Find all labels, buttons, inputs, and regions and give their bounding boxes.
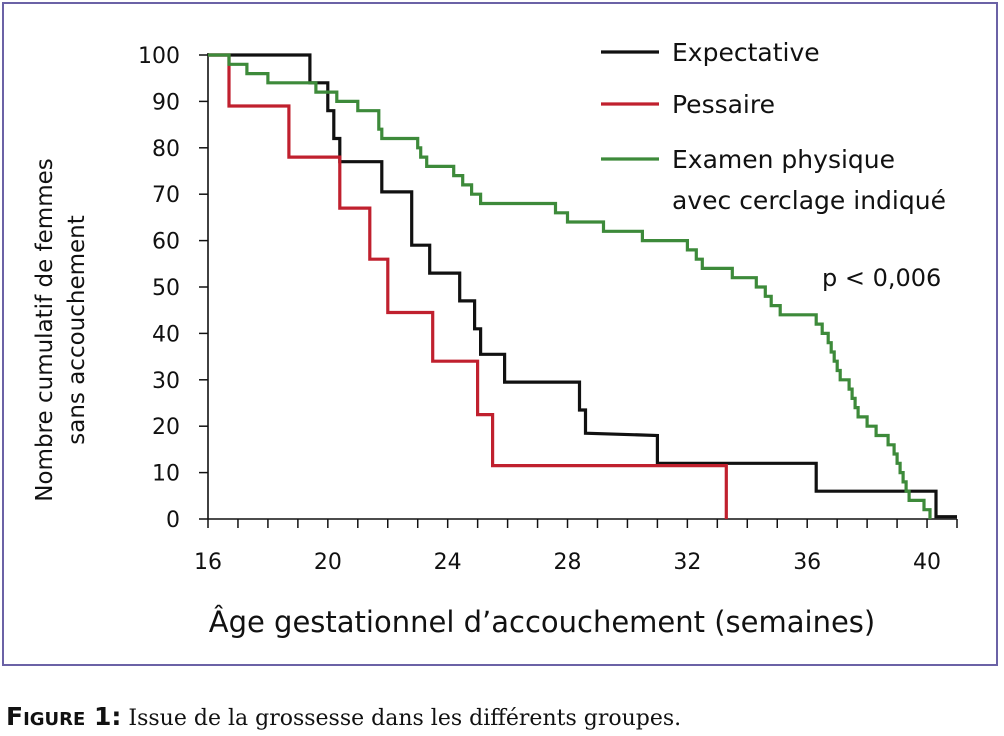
p-value-annotation: p < 0,006	[822, 264, 941, 292]
y-tick-label: 10	[152, 462, 180, 487]
y-tick-label: 40	[152, 322, 180, 347]
y-tick-label: 50	[152, 276, 180, 301]
legend: Expectative Pessaire Examen physique avec c…	[601, 38, 946, 215]
y-axis-label: Nombre cumulatif de femmes sans accouche…	[32, 158, 90, 501]
y-tick-label: 20	[152, 415, 180, 440]
series-line-3	[208, 53, 932, 519]
caption-label: Figure 1:	[6, 702, 122, 731]
x-tick-label: 16	[194, 550, 222, 575]
caption-text: Issue de la grossesse dans les différent…	[121, 706, 682, 731]
x-axis-label: Âge gestationnel d’accouchement (semaine…	[209, 605, 875, 639]
x-tick-label: 24	[434, 550, 462, 575]
x-tick-label: 28	[554, 550, 582, 575]
series-line-2	[208, 53, 728, 519]
series-layer	[208, 53, 957, 519]
plot-axes: 0 10 20 30 40 50 60 70 80 90 100 16 20 24 28 32 36 40	[138, 44, 958, 575]
legend-label-3: avec cerclage indiqué	[672, 186, 946, 215]
legend-label-2: Pessaire	[672, 90, 775, 119]
x-tick-label: 40	[913, 550, 941, 575]
legend-label-1: Expectative	[672, 38, 820, 67]
x-tick-label: 20	[314, 550, 342, 575]
x-tick-label: 36	[793, 550, 821, 575]
figure-frame	[2, 2, 998, 666]
y-tick-label: 90	[152, 90, 180, 115]
y-tick-label: 100	[138, 44, 180, 69]
y-axis-label-line-2: sans accouchement	[64, 215, 90, 445]
legend-label-3: Examen physique	[672, 145, 895, 174]
y-tick-label: 30	[152, 369, 180, 394]
y-tick-label: 60	[152, 230, 180, 255]
figure-caption: Figure 1: Issue de la grossesse dans les…	[6, 702, 681, 731]
y-tick-label: 0	[166, 508, 180, 533]
y-axis-label-line-1: Nombre cumulatif de femmes	[32, 158, 58, 501]
y-tick-label: 80	[152, 137, 180, 162]
x-tick-label: 32	[673, 550, 701, 575]
y-tick-label: 70	[152, 183, 180, 208]
km-chart: 0 10 20 30 40 50 60 70 80 90 100 16 20 24 28 32 36 40 Exp…	[32, 38, 958, 639]
series-line-1	[208, 53, 957, 519]
